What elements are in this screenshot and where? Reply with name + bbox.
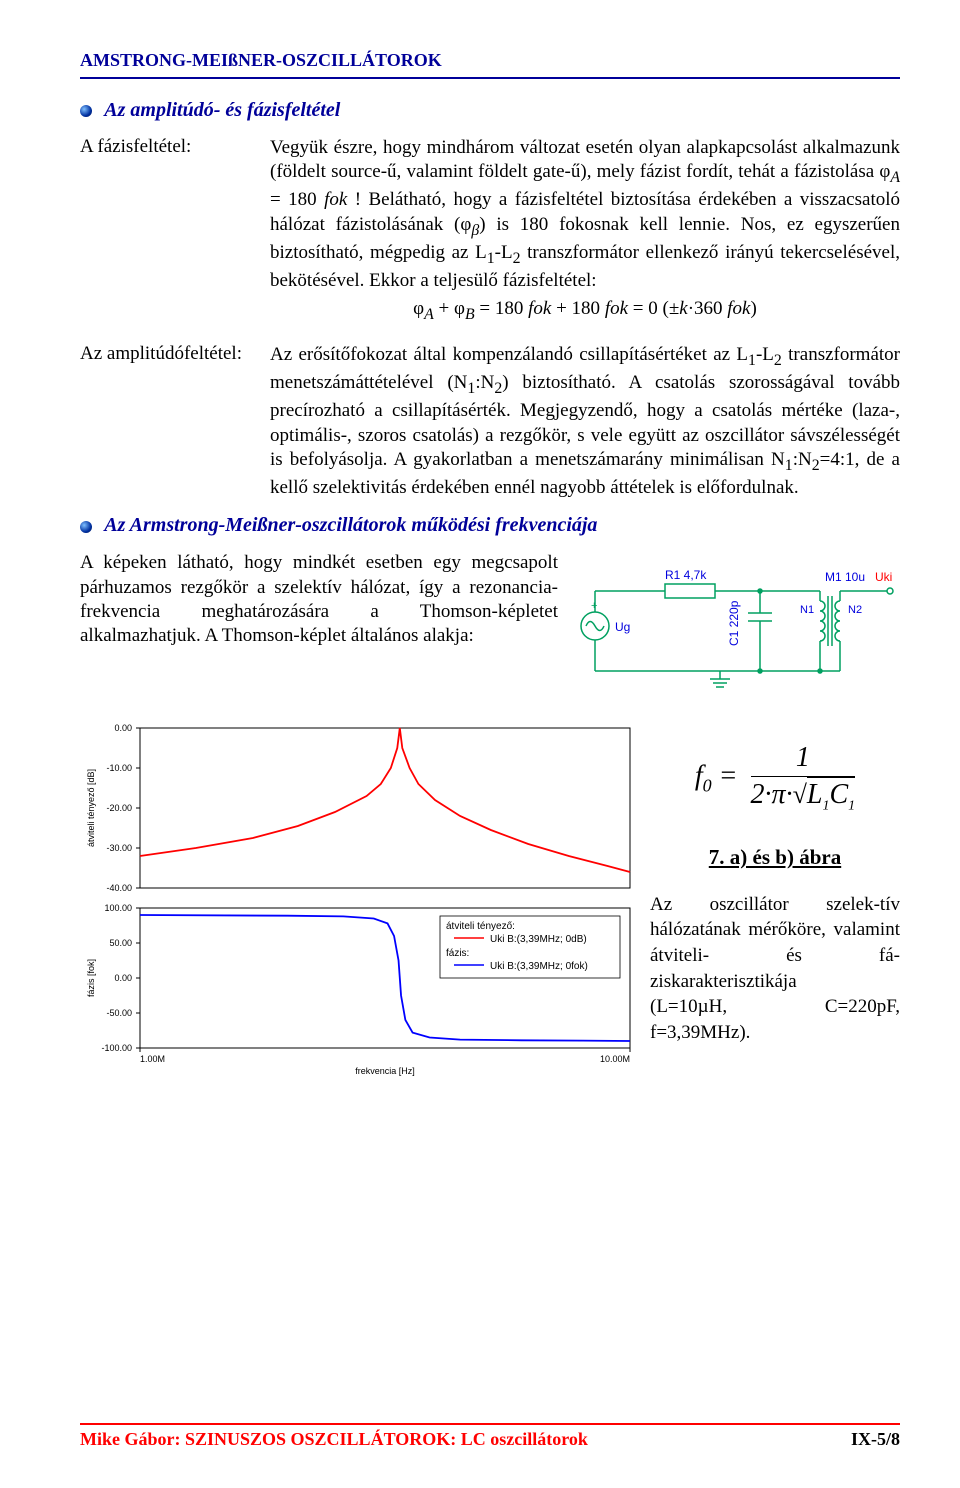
section-2-title: Az Armstrong-Meißner-oszcillátorok működ…: [80, 514, 900, 537]
amp-N2b-sub: 2: [812, 457, 820, 474]
phase-row: A fázisfeltétel: Vegyük észre, hogy mind…: [80, 136, 900, 329]
frequency-text: A képeken látható, hogy mindkét esetben …: [80, 551, 558, 648]
side-line-3: C=220pF,: [825, 994, 900, 1020]
svg-text:átviteli tényező:: átviteli tényező:: [446, 921, 515, 932]
right-column: f0 = 1 2·π·√L1C1 7. a) és b) ábra Az osz…: [650, 718, 900, 1045]
bullet-icon: [80, 105, 92, 117]
svg-text:-10.00: -10.00: [106, 763, 132, 773]
amplitude-body: Az erősítőfokozat által kompenzálandó cs…: [270, 343, 900, 500]
amplitude-label: Az amplitúdófeltétel:: [80, 343, 270, 500]
svg-text:-40.00: -40.00: [106, 883, 132, 893]
circuit-m1: M1 10u: [825, 570, 865, 584]
phase-L1-sub: 1: [487, 250, 495, 267]
circuit-n1: N1: [800, 604, 814, 616]
svg-text:1.00M: 1.00M: [140, 1054, 165, 1064]
footer-left: Mike Gábor: SZINUSZOS OSZCILLÁTOROK: LC …: [80, 1429, 588, 1450]
gain-chart: 0.00 -10.00 -20.00 -30.00 -40.00 átviteli tén…: [80, 718, 640, 898]
phase-L-dash: -L: [495, 242, 513, 263]
header-rule: [80, 77, 900, 79]
charts-row: 0.00 -10.00 -20.00 -30.00 -40.00 átviteli tén…: [80, 718, 900, 1078]
svg-text:-30.00: -30.00: [106, 843, 132, 853]
phase-body: Vegyük észre, hogy mindhárom változat es…: [270, 136, 900, 329]
page-footer: Mike Gábor: SZINUSZOS OSZCILLÁTOROK: LC …: [80, 1423, 900, 1450]
phi-b-open: (φ: [454, 214, 471, 235]
frequency-row: A képeken látható, hogy mindkét esetben …: [80, 551, 900, 706]
svg-text:0.00: 0.00: [114, 973, 132, 983]
circuit-n2: N2: [848, 604, 862, 616]
phase-chart: 100.00 50.00 0.00 -50.00 -100.00 1.00M 10.00M f…: [80, 898, 640, 1078]
circuit-svg: + R1 4,7k M1 10u Uki N1 N2 C1 220p Ug: [570, 551, 900, 701]
circuit-c1: C1 220p: [727, 601, 741, 647]
circuit-uki: Uki: [875, 570, 892, 584]
svg-text:0.00: 0.00: [114, 723, 132, 733]
charts-container: 0.00 -10.00 -20.00 -30.00 -40.00 átviteli tén…: [80, 718, 640, 1078]
amp-L1-sub: 1: [748, 352, 756, 369]
svg-text:100.00: 100.00: [104, 903, 132, 913]
svg-text:frekvencia [Hz]: frekvencia [Hz]: [355, 1066, 415, 1076]
side-line-2: (L=10µH,: [650, 994, 727, 1020]
svg-text:10.00M: 10.00M: [600, 1054, 630, 1064]
thomson-formula: f0 = 1 2·π·√L1C1: [650, 742, 900, 815]
amp-colon2: :N: [793, 449, 812, 470]
phase-eq1: = 180: [270, 189, 324, 210]
section-2-text: Az Armstrong-Meißner-oszcillátorok működ…: [104, 514, 597, 536]
circuit-ug: Ug: [615, 620, 630, 634]
amp-colon: :N: [475, 372, 494, 393]
svg-text:fázis:: fázis:: [446, 948, 469, 959]
phase-label: A fázisfeltétel:: [80, 136, 270, 329]
phase-formula: φA + φB = 180 fok + 180 fok = 0 (±k·360 …: [270, 297, 900, 325]
section-1-title: Az amplitúdó- és fázisfeltétel: [80, 99, 900, 122]
amp-L-dash: -L: [756, 344, 774, 365]
side-text: Az oszcillátor szelek-tív hálózatának mé…: [650, 892, 900, 1046]
phase-L2-sub: 2: [513, 250, 521, 267]
bullet-icon-2: [80, 521, 92, 533]
section-1-text: Az amplitúdó- és fázisfeltétel: [104, 99, 340, 121]
svg-text:Uki B:(3,39MHz; 0fok): Uki B:(3,39MHz; 0fok): [490, 961, 588, 972]
svg-text:-20.00: -20.00: [106, 803, 132, 813]
side-line-1: Az oszcillátor szelek-tív hálózatának mé…: [650, 894, 900, 992]
footer-rule: [80, 1423, 900, 1425]
page-header: AMSTRONG-MEIßNER-OSZCILLÁTOROK: [80, 50, 900, 71]
side-line-4: f=3,39MHz).: [650, 1022, 750, 1043]
footer-page: IX-5/8: [851, 1429, 900, 1450]
figure-label: 7. a) és b) ábra: [650, 845, 900, 870]
phi-a: φ: [879, 161, 890, 182]
phase-text-1: Vegyük észre, hogy mindhárom változat es…: [270, 137, 900, 182]
amp-L2-sub: 2: [774, 352, 782, 369]
amplitude-row: Az amplitúdófeltétel: Az erősítőfokozat …: [80, 343, 900, 500]
svg-text:-50.00: -50.00: [106, 1008, 132, 1018]
svg-text:-100.00: -100.00: [101, 1043, 132, 1053]
circuit-r1: R1 4,7k: [665, 568, 707, 582]
svg-text:Uki B:(3,39MHz; 0dB): Uki B:(3,39MHz; 0dB): [490, 934, 587, 945]
svg-text:átviteli tényező [dB]: átviteli tényező [dB]: [86, 769, 96, 847]
circuit-diagram: + R1 4,7k M1 10u Uki N1 N2 C1 220p Ug: [570, 551, 900, 706]
amp-text-1: Az erősítőfokozat által kompenzálandó cs…: [270, 344, 748, 365]
phase-fok1: fok: [324, 189, 347, 210]
amp-N1b-sub: 1: [785, 457, 793, 474]
svg-text:50.00: 50.00: [109, 938, 132, 948]
svg-text:fázis [fok]: fázis [fok]: [86, 959, 96, 997]
svg-text:+: +: [591, 600, 597, 612]
phi-a-sub: A: [890, 169, 900, 186]
